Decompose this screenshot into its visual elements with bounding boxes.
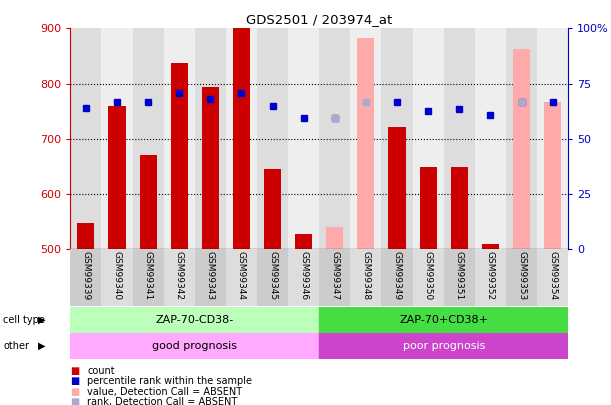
- Text: ■: ■: [70, 397, 79, 405]
- Text: GSM99341: GSM99341: [144, 251, 153, 300]
- Bar: [288, 249, 320, 306]
- Bar: [444, 249, 475, 306]
- Bar: [257, 249, 288, 306]
- Text: ■: ■: [70, 387, 79, 396]
- Bar: [70, 307, 320, 333]
- Bar: [451, 167, 468, 249]
- Bar: [101, 28, 133, 249]
- Text: GSM99352: GSM99352: [486, 251, 495, 300]
- Text: GSM99350: GSM99350: [423, 251, 433, 300]
- Bar: [70, 249, 101, 306]
- Bar: [195, 28, 226, 249]
- Text: GSM99347: GSM99347: [331, 251, 339, 300]
- Text: ▶: ▶: [38, 315, 46, 325]
- Bar: [381, 249, 412, 306]
- Bar: [320, 307, 568, 333]
- Text: rank, Detection Call = ABSENT: rank, Detection Call = ABSENT: [87, 397, 238, 405]
- Bar: [226, 249, 257, 306]
- Bar: [202, 87, 219, 249]
- Bar: [412, 249, 444, 306]
- Text: GSM99346: GSM99346: [299, 251, 308, 300]
- Bar: [475, 28, 506, 249]
- Bar: [326, 227, 343, 249]
- Bar: [70, 28, 101, 249]
- Text: GSM99349: GSM99349: [392, 251, 401, 300]
- Bar: [506, 249, 537, 306]
- Bar: [77, 223, 94, 249]
- Text: poor prognosis: poor prognosis: [403, 341, 485, 351]
- Text: cell type: cell type: [3, 315, 45, 325]
- Text: ▶: ▶: [38, 341, 46, 351]
- Bar: [412, 28, 444, 249]
- Bar: [506, 28, 537, 249]
- Bar: [233, 28, 250, 249]
- Title: GDS2501 / 203974_at: GDS2501 / 203974_at: [246, 13, 392, 26]
- Bar: [257, 28, 288, 249]
- Bar: [320, 249, 350, 306]
- Bar: [537, 28, 568, 249]
- Bar: [513, 49, 530, 249]
- Bar: [195, 249, 226, 306]
- Text: GSM99339: GSM99339: [81, 251, 90, 300]
- Bar: [389, 127, 406, 249]
- Text: GSM99348: GSM99348: [362, 251, 370, 300]
- Bar: [482, 243, 499, 249]
- Bar: [475, 249, 506, 306]
- Bar: [164, 249, 195, 306]
- Bar: [357, 38, 375, 249]
- Text: good prognosis: good prognosis: [152, 341, 237, 351]
- Text: GSM99345: GSM99345: [268, 251, 277, 300]
- Text: GSM99343: GSM99343: [206, 251, 215, 300]
- Bar: [139, 155, 156, 249]
- Bar: [537, 249, 568, 306]
- Bar: [70, 333, 320, 359]
- Bar: [350, 28, 381, 249]
- Text: percentile rank within the sample: percentile rank within the sample: [87, 376, 252, 386]
- Bar: [264, 169, 281, 249]
- Bar: [295, 234, 312, 249]
- Bar: [226, 28, 257, 249]
- Text: ■: ■: [70, 376, 79, 386]
- Text: GSM99344: GSM99344: [237, 251, 246, 300]
- Text: ■: ■: [70, 366, 79, 375]
- Text: ZAP-70-CD38-: ZAP-70-CD38-: [156, 315, 234, 325]
- Text: ZAP-70+CD38+: ZAP-70+CD38+: [399, 315, 488, 325]
- Bar: [381, 28, 412, 249]
- Text: count: count: [87, 366, 115, 375]
- Bar: [420, 167, 437, 249]
- Text: value, Detection Call = ABSENT: value, Detection Call = ABSENT: [87, 387, 243, 396]
- Text: GSM99353: GSM99353: [517, 251, 526, 300]
- Bar: [170, 62, 188, 249]
- Bar: [164, 28, 195, 249]
- Text: other: other: [3, 341, 29, 351]
- Bar: [101, 249, 133, 306]
- Bar: [320, 333, 568, 359]
- Bar: [350, 249, 381, 306]
- Bar: [444, 28, 475, 249]
- Text: GSM99342: GSM99342: [175, 251, 184, 300]
- Bar: [288, 28, 320, 249]
- Bar: [108, 106, 125, 249]
- Bar: [133, 249, 164, 306]
- Text: GSM99340: GSM99340: [112, 251, 122, 300]
- Text: GSM99354: GSM99354: [548, 251, 557, 300]
- Bar: [320, 28, 350, 249]
- Bar: [544, 102, 562, 249]
- Text: GSM99351: GSM99351: [455, 251, 464, 300]
- Bar: [133, 28, 164, 249]
